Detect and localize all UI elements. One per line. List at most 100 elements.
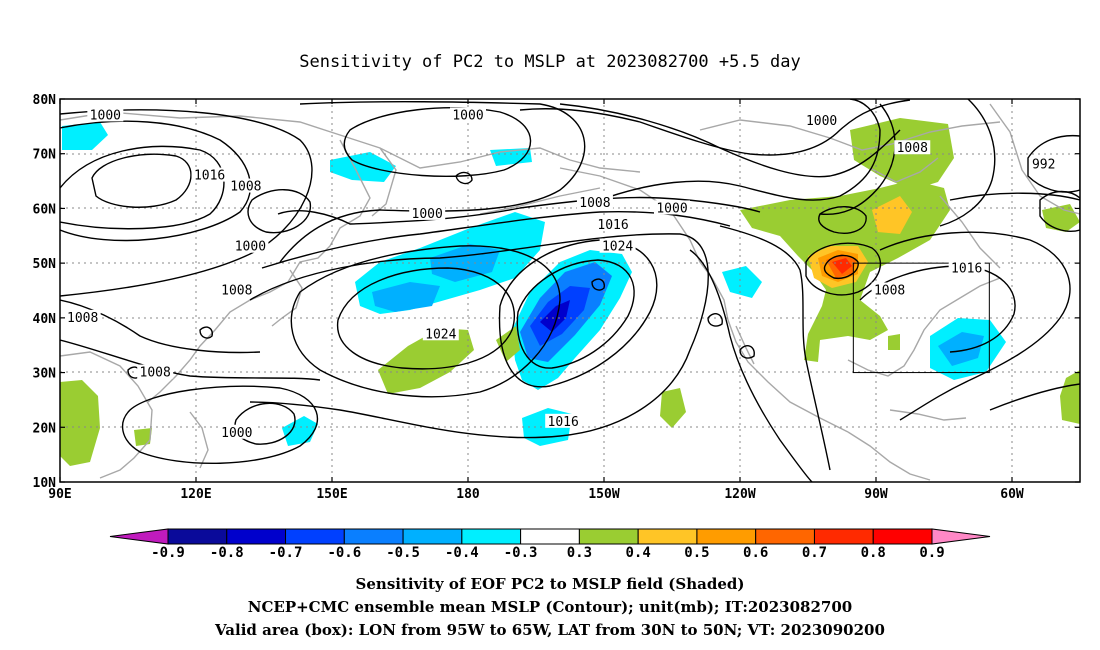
contour-label: 1016 (548, 415, 579, 430)
colorbar-swatch (167, 528, 228, 545)
colorbar-swatch (461, 528, 522, 545)
colorbar-label: -0.5 (386, 545, 420, 561)
contour-line (1039, 190, 1080, 232)
contour-line (498, 239, 658, 388)
contour-line (823, 254, 859, 279)
colorbar-label: -0.9 (151, 545, 185, 561)
latitude-labels: 80N 70N 60N 50N 40N 30N 20N 10N (33, 93, 57, 491)
contour-line (719, 225, 831, 471)
colorbar-high-triangle (931, 528, 991, 545)
colorbar-label: -0.3 (504, 545, 538, 561)
contour-line (519, 99, 911, 156)
contour-label-bg (232, 238, 269, 253)
lat-label: 20N (33, 421, 57, 436)
contour-label-bg (599, 238, 636, 253)
contour-line (60, 339, 321, 381)
lon-label: 60W (1000, 487, 1024, 502)
contour-label: 1008 (579, 196, 610, 211)
contour-label-bg (218, 424, 255, 439)
negative-region (62, 122, 108, 150)
caption-line-3: Valid area (box): LON from 95W to 65W, L… (214, 621, 885, 639)
sensitivity-shading (60, 118, 1080, 466)
coastline-philippines (189, 411, 209, 469)
mslp-contours (60, 99, 1080, 482)
lon-label: 90W (864, 487, 888, 502)
map-frame (59, 98, 1081, 483)
lat-label: 10N (33, 476, 57, 491)
contour-line (599, 99, 881, 201)
contour-label: 1024 (425, 327, 456, 342)
contour-line (689, 249, 813, 482)
contour-line (1027, 134, 1080, 193)
map-title: Sensitivity of PC2 to MSLP at 2023082700… (299, 52, 801, 72)
contour-line (290, 245, 561, 398)
contour-label: 1008 (221, 284, 252, 299)
contour-label-bg (218, 282, 255, 297)
colorbar-label: 0.9 (919, 545, 944, 561)
colorbar-swatch (696, 528, 757, 545)
axis-ticks (59, 98, 1080, 483)
positive-region (60, 380, 100, 466)
positive-region (496, 326, 520, 362)
caption-line-2: NCEP+CMC ensemble mean MSLP (Contour); u… (248, 598, 853, 616)
contour-label: 1000 (235, 240, 266, 255)
contour-line (591, 278, 606, 291)
contour-line (859, 265, 1016, 353)
negative-region (330, 152, 396, 182)
colorbar-label: 0.6 (743, 545, 768, 561)
contour-line (91, 153, 192, 208)
contour-label: 1000 (806, 114, 837, 129)
coastline-hudson (869, 157, 939, 183)
positive-region (872, 196, 912, 234)
lat-label: 40N (33, 312, 57, 327)
contour-label-bg (871, 282, 908, 297)
negative-region (722, 266, 762, 298)
contour-line (60, 109, 313, 297)
contour-label: 1008 (67, 311, 98, 326)
positive-region (1060, 370, 1080, 424)
contour-label-bg (948, 260, 985, 275)
colorbar-label: 0.3 (567, 545, 592, 561)
colorbar-label: 0.7 (802, 545, 827, 561)
contour-line (261, 211, 731, 269)
lon-label: 180 (456, 487, 480, 502)
colorbar-swatch (520, 528, 580, 545)
lon-label: 120E (180, 487, 211, 502)
colorbar-low-triangle (109, 528, 169, 545)
contour-line (879, 231, 1071, 421)
map-panel: 1000 1000 1016 1008 1000 1008 1000 1016 1000 1024… (60, 99, 1080, 482)
colorbar-swatch (755, 528, 815, 545)
contour-label: 1000 (656, 201, 687, 216)
colorbar-label: 0.4 (626, 545, 651, 561)
colorbar-label: -0.6 (327, 545, 361, 561)
contour-line (805, 242, 882, 296)
contour-line (279, 100, 586, 263)
contour-line (516, 259, 635, 369)
contour-line (819, 103, 896, 216)
coastline-asia-north (60, 111, 641, 173)
longitude-labels: 90E 120E 150E 180 150W 120W 90W 60W (48, 487, 1024, 502)
contour-label-bg (87, 107, 124, 122)
coastline-greenland (989, 103, 1080, 215)
colorbar-label: -0.8 (210, 545, 244, 561)
positive-region (134, 428, 152, 446)
lon-label: 150E (316, 487, 347, 502)
valid-area-box (852, 262, 990, 374)
lat-label: 30N (33, 367, 57, 382)
contour-line (559, 103, 901, 178)
positive-region (660, 388, 686, 428)
contour-line (949, 192, 1080, 201)
contour-line (989, 383, 1080, 411)
contour-label: 1000 (90, 108, 121, 123)
colorbar-label: 0.8 (861, 545, 886, 561)
contour-line (247, 189, 311, 234)
coastline-caribbean (889, 409, 967, 421)
lat-label: 80N (33, 93, 57, 108)
colorbar-label: 0.5 (684, 545, 709, 561)
lon-label: 150W (588, 487, 619, 502)
coastline-canada-north (699, 119, 1001, 151)
contour-label-bg (595, 216, 632, 231)
contour-label-bg (64, 309, 101, 324)
colorbar-labels: -0.9 -0.8 -0.7 -0.6 -0.5 -0.4 -0.3 0.3 0.4 0.5 0.6… (151, 545, 945, 561)
